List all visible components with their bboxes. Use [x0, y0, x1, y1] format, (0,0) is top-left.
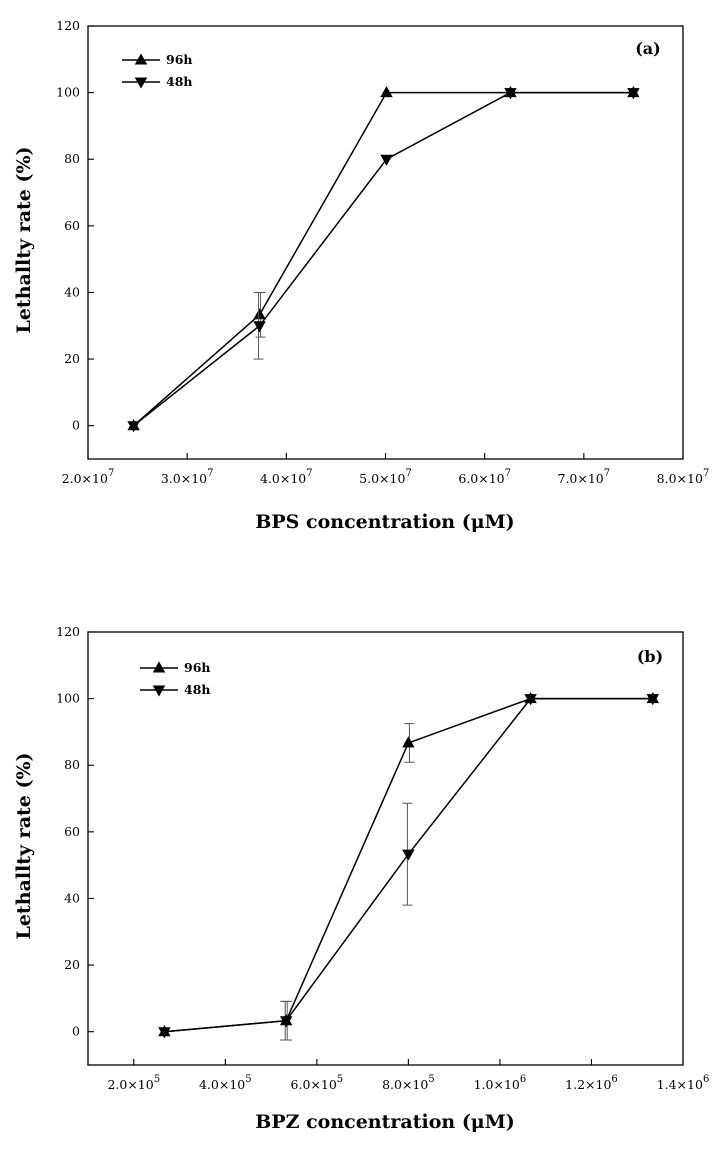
legend-marker-96h — [134, 53, 148, 65]
point-96h — [402, 736, 415, 748]
x-tick-exponent: 7 — [306, 468, 312, 479]
x-tick-exponent: 5 — [428, 1074, 434, 1085]
x-tick-mantissa: 1.4×10 — [657, 1077, 703, 1092]
x-tick-label: 4.0×105 — [199, 1074, 252, 1092]
panel-label: (a) — [635, 39, 661, 58]
x-tick-mantissa: 5.0×10 — [359, 471, 405, 486]
y-tick-label: 100 — [56, 691, 80, 706]
panel-label: (b) — [637, 647, 663, 666]
series-line-48h — [164, 697, 653, 1033]
x-tick-label: 2.0×105 — [107, 1074, 160, 1092]
x-tick-exponent: 6 — [703, 1074, 709, 1085]
x-tick-label: 1.0×106 — [474, 1074, 527, 1092]
point-48h — [524, 694, 537, 706]
legend-label-48h: 48h — [184, 682, 210, 697]
x-tick-mantissa: 1.0×10 — [474, 1077, 520, 1092]
x-tick-label: 6.0×105 — [291, 1074, 344, 1092]
point-48h — [253, 321, 266, 333]
x-tick-label: 7.0×107 — [558, 468, 611, 486]
x-tick-mantissa: 4.0×10 — [260, 471, 306, 486]
x-tick-exponent: 5 — [245, 1074, 251, 1085]
point-48h — [646, 694, 660, 706]
x-axis-title: BPS concentration (μM) — [255, 511, 514, 533]
point-96h — [253, 308, 266, 320]
y-tick-label: 60 — [64, 218, 80, 233]
y-tick-label: 40 — [64, 284, 80, 299]
x-tick-label: 5.0×107 — [359, 468, 412, 486]
x-tick-label: 4.0×107 — [260, 468, 313, 486]
x-tick-exponent: 7 — [703, 468, 709, 479]
legend-label-96h: 96h — [184, 660, 210, 675]
y-tick-label: 80 — [64, 151, 80, 166]
y-tick-label: 120 — [56, 624, 80, 639]
x-tick-mantissa: 2.0×10 — [107, 1077, 153, 1092]
x-tick-exponent: 7 — [505, 468, 511, 479]
x-tick-mantissa: 8.0×10 — [382, 1077, 428, 1092]
y-axis-title: Lethallty rate (%) — [13, 752, 35, 939]
point-48h — [380, 154, 393, 166]
x-tick-label: 8.0×107 — [657, 468, 710, 486]
y-tick-label: 20 — [64, 957, 80, 972]
point-48h — [402, 849, 415, 861]
legend-marker-48h — [134, 77, 148, 89]
y-tick-label: 0 — [72, 1024, 80, 1039]
plot-frame — [87, 631, 684, 1066]
point-48h — [279, 1016, 293, 1028]
point-48h — [504, 88, 517, 100]
x-tick-mantissa: 8.0×10 — [657, 471, 703, 486]
y-tick-label: 0 — [72, 418, 80, 433]
series-line-48h — [133, 91, 634, 427]
x-tick-label: 1.4×106 — [657, 1074, 710, 1092]
x-tick-exponent: 7 — [108, 468, 114, 479]
x-tick-exponent: 7 — [207, 468, 213, 479]
series-line-96h — [164, 697, 653, 1033]
y-tick-label: 40 — [64, 890, 80, 905]
y-tick-label: 60 — [64, 824, 80, 839]
y-tick-label: 100 — [56, 85, 80, 100]
x-tick-exponent: 6 — [520, 1074, 526, 1085]
x-tick-mantissa: 6.0×10 — [291, 1077, 337, 1092]
y-tick-label: 120 — [56, 18, 80, 33]
x-tick-mantissa: 3.0×10 — [161, 471, 207, 486]
y-tick-label: 80 — [64, 757, 80, 772]
x-axis-title: BPZ concentration (μM) — [255, 1111, 514, 1133]
legend-label-48h: 48h — [166, 74, 192, 89]
x-tick-exponent: 7 — [405, 468, 411, 479]
y-tick-label: 20 — [64, 351, 80, 366]
point-96h — [380, 86, 393, 98]
legend-marker-96h — [152, 661, 166, 673]
legend-label-96h: 96h — [166, 52, 192, 67]
x-tick-label: 1.2×106 — [565, 1074, 618, 1092]
x-tick-exponent: 5 — [337, 1074, 343, 1085]
legend-marker-48h — [152, 685, 166, 697]
x-tick-label: 3.0×107 — [161, 468, 214, 486]
x-tick-exponent: 5 — [154, 1074, 160, 1085]
x-tick-mantissa: 4.0×10 — [199, 1077, 245, 1092]
x-tick-label: 2.0×107 — [62, 468, 115, 486]
y-axis-title: Lethallty rate (%) — [13, 146, 35, 333]
x-tick-exponent: 6 — [611, 1074, 617, 1085]
x-tick-label: 8.0×105 — [382, 1074, 435, 1092]
point-48h — [158, 1027, 171, 1039]
point-48h — [627, 88, 640, 100]
x-tick-mantissa: 7.0×10 — [558, 471, 604, 486]
x-tick-label: 6.0×107 — [458, 468, 511, 486]
x-tick-mantissa: 2.0×10 — [62, 471, 108, 486]
point-48h — [127, 421, 140, 433]
x-tick-mantissa: 1.2×10 — [565, 1077, 611, 1092]
x-tick-exponent: 7 — [604, 468, 610, 479]
series-line-96h — [133, 91, 634, 427]
x-tick-mantissa: 6.0×10 — [458, 471, 504, 486]
